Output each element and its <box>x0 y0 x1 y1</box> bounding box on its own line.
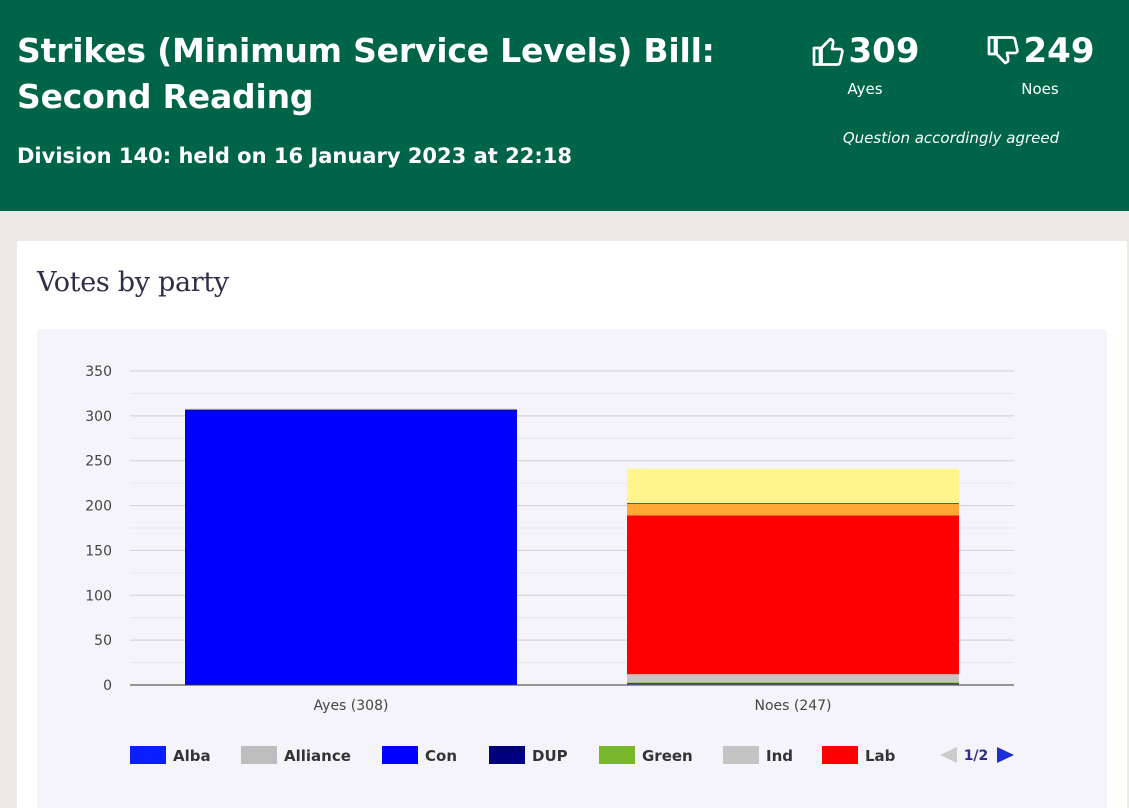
y-tick-label: 250 <box>85 454 112 470</box>
thumbs-up-icon <box>812 37 844 66</box>
legend-swatch[interactable] <box>599 746 635 764</box>
legend-item-green[interactable]: Green <box>642 747 693 765</box>
y-tick-label: 50 <box>94 633 112 649</box>
x-category-label: Noes (247) <box>754 698 831 714</box>
x-category-label: Ayes (308) <box>314 698 389 714</box>
votes-by-party-panel: Votes by party 0 50 100 150 200 250 300 350 Ayes… <box>17 241 1127 808</box>
ayes-count: 309 <box>848 31 920 71</box>
bar-segment[interactable] <box>185 409 517 411</box>
page-title: Strikes (Minimum Service Levels) Bill: S… <box>17 31 715 116</box>
legend-item-lab[interactable]: Lab <box>865 747 896 765</box>
legend-prev-arrow-icon[interactable] <box>940 747 957 763</box>
legend-item-alliance[interactable]: Alliance <box>284 747 351 765</box>
bar-segment[interactable] <box>627 468 959 503</box>
y-tick-label: 100 <box>85 588 112 604</box>
legend-swatch[interactable] <box>723 746 759 764</box>
bar-segment[interactable] <box>627 515 959 675</box>
chart-area: 0 50 100 150 200 250 300 350 Ayes (308) Noes (247… <box>37 329 1107 808</box>
thumbs-down-icon <box>987 36 1019 65</box>
bar-segment[interactable] <box>627 503 959 516</box>
legend-swatch[interactable] <box>382 746 418 764</box>
bar-segment[interactable] <box>627 674 959 683</box>
legend-swatch[interactable] <box>241 746 277 764</box>
legend-item-alba[interactable]: Alba <box>173 747 211 765</box>
noes-label: Noes <box>1021 80 1059 98</box>
ayes-label: Ayes <box>847 80 883 98</box>
legend-page-indicator: 1/2 <box>964 748 989 764</box>
legend-swatch[interactable] <box>489 746 525 764</box>
panel-title: Votes by party <box>37 267 229 298</box>
bar-segment[interactable] <box>185 410 517 685</box>
division-subtitle: Division 140: held on 16 January 2023 at… <box>17 144 572 168</box>
division-result: Question accordingly agreed <box>842 129 1060 147</box>
bar-segment[interactable] <box>627 683 959 685</box>
legend-swatch[interactable] <box>130 746 166 764</box>
noes-summary: 249 Noes <box>980 32 1100 98</box>
y-tick-label: 150 <box>85 543 112 559</box>
bar-segment[interactable] <box>627 502 959 504</box>
legend-item-ind[interactable]: Ind <box>766 747 793 765</box>
legend-item-dup[interactable]: DUP <box>532 747 568 765</box>
y-tick-label: 350 <box>85 364 112 380</box>
y-tick-label: 0 <box>103 678 112 694</box>
bar-segment[interactable] <box>627 682 959 684</box>
bar-segment[interactable] <box>185 408 517 410</box>
votes-by-party-chart: 0 50 100 150 200 250 300 350 Ayes (308) Noes (247… <box>85 364 1014 765</box>
ayes-summary: 309 Ayes <box>805 32 925 98</box>
y-tick-label: 300 <box>85 409 112 425</box>
division-header: Strikes (Minimum Service Levels) Bill: S… <box>0 0 1129 211</box>
legend-swatch[interactable] <box>822 746 858 764</box>
noes-count: 249 <box>1023 31 1095 71</box>
y-tick-label: 200 <box>85 499 112 515</box>
legend-item-con[interactable]: Con <box>425 747 457 765</box>
legend-next-arrow-icon[interactable] <box>997 747 1014 763</box>
